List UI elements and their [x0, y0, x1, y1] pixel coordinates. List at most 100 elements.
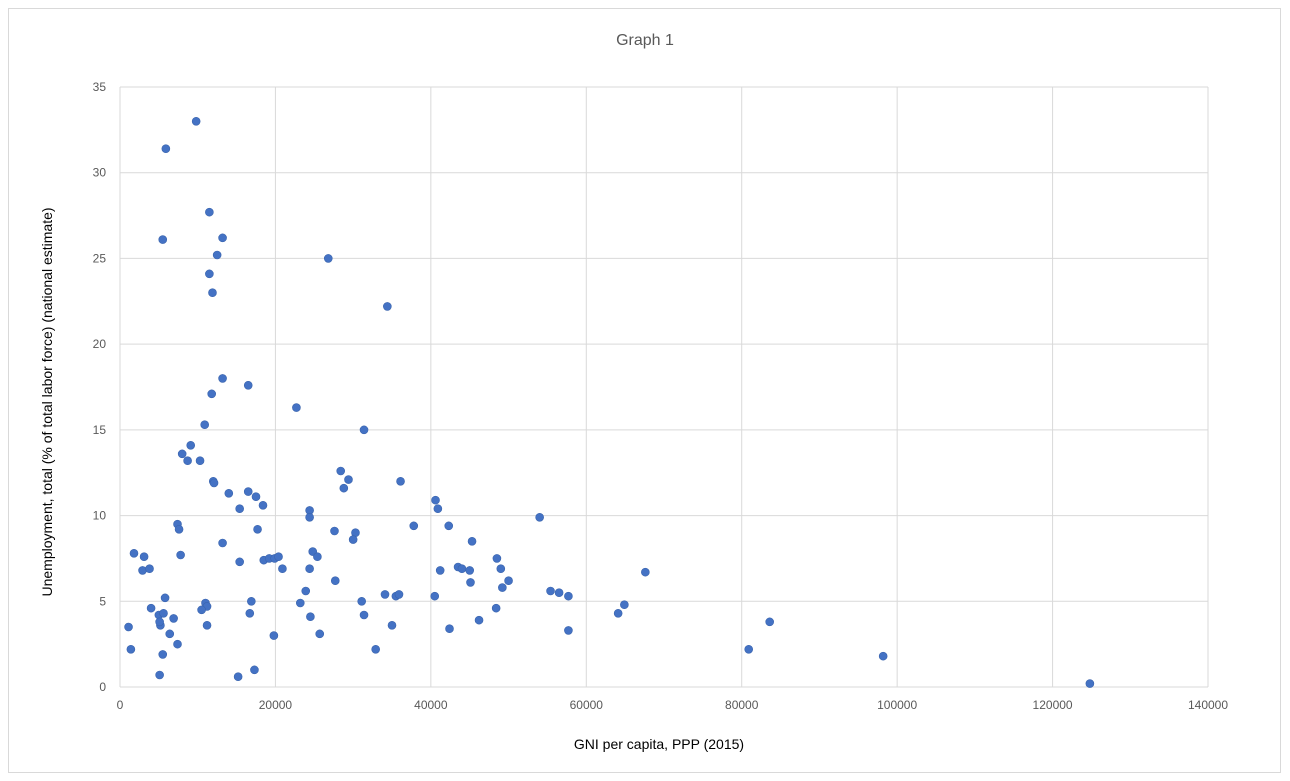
data-point: [492, 554, 502, 563]
data-point: [744, 644, 754, 654]
data-point: [269, 631, 279, 640]
data-points: [124, 116, 1095, 688]
data-point: [396, 476, 405, 486]
x-tick-label: 80000: [725, 698, 759, 712]
data-point: [161, 144, 171, 154]
y-tick-label: 30: [93, 166, 107, 180]
data-point: [394, 590, 404, 599]
data-point: [306, 612, 315, 622]
data-point: [613, 608, 623, 618]
chart-title: Graph 1: [616, 32, 674, 49]
data-point: [173, 639, 182, 649]
x-tick-label: 120000: [1033, 698, 1073, 712]
data-point: [466, 578, 475, 587]
data-point: [295, 598, 305, 608]
x-tick-label: 100000: [877, 698, 917, 712]
data-point: [208, 288, 217, 298]
data-point: [554, 588, 564, 598]
data-point: [218, 538, 227, 548]
data-point: [546, 586, 555, 596]
data-point: [409, 521, 419, 531]
data-point: [160, 593, 170, 603]
data-point: [243, 487, 253, 496]
data-point: [564, 626, 573, 635]
data-point: [315, 629, 325, 639]
data-point: [435, 566, 445, 575]
x-axis-tick-labels: 0 20000 40000 60000 80000 100000 120000 140000: [117, 698, 1229, 712]
data-point: [205, 207, 214, 217]
data-point: [465, 566, 475, 575]
data-point: [344, 475, 353, 484]
data-point: [496, 564, 506, 574]
data-point: [195, 456, 205, 466]
data-point: [146, 603, 156, 613]
y-tick-label: 10: [93, 509, 107, 523]
x-tick-label: 40000: [414, 698, 448, 712]
data-point: [380, 590, 390, 599]
data-point: [233, 672, 243, 682]
data-point: [383, 302, 392, 311]
data-point: [139, 552, 149, 562]
data-point: [218, 374, 227, 383]
data-point: [620, 600, 629, 610]
y-tick-label: 25: [93, 251, 107, 265]
data-point: [433, 504, 443, 514]
data-point: [301, 586, 311, 596]
chart-frame: [8, 8, 1281, 773]
data-point: [243, 380, 253, 390]
y-tick-label: 0: [99, 680, 106, 694]
data-point: [186, 440, 196, 450]
data-point: [209, 478, 219, 488]
data-point: [165, 629, 175, 639]
data-point: [159, 608, 168, 618]
data-point: [258, 500, 268, 510]
data-point: [174, 524, 184, 534]
data-point: [305, 512, 314, 522]
x-axis-title: GNI per capita, PPP (2015): [574, 736, 744, 752]
y-tick-label: 5: [99, 594, 106, 608]
data-point: [467, 536, 477, 546]
data-point: [371, 644, 380, 654]
data-point: [155, 617, 164, 627]
data-point: [431, 495, 440, 505]
data-point: [197, 605, 206, 615]
y-tick-label: 20: [93, 337, 107, 351]
data-point: [205, 269, 214, 279]
data-point: [145, 564, 154, 574]
data-point: [387, 620, 397, 630]
data-point: [323, 254, 333, 263]
data-point: [498, 583, 507, 592]
data-point: [177, 449, 187, 459]
x-tick-label: 140000: [1188, 698, 1228, 712]
data-point: [158, 650, 168, 659]
data-point: [491, 603, 501, 613]
data-point: [444, 521, 454, 531]
gridlines: [119, 86, 1209, 688]
data-point: [169, 614, 178, 623]
data-point: [251, 492, 261, 502]
data-point: [138, 566, 147, 575]
data-point: [357, 596, 366, 606]
data-point: [359, 425, 369, 435]
y-axis-tick-labels: 0 5 10 15 20 25 30 35: [93, 80, 107, 694]
data-point: [245, 608, 255, 618]
data-point: [359, 610, 369, 620]
data-point: [336, 466, 346, 476]
data-point: [430, 591, 440, 601]
data-point: [224, 488, 234, 498]
data-point: [124, 622, 133, 632]
y-tick-label: 35: [93, 80, 107, 94]
data-point: [235, 557, 244, 567]
data-point: [126, 644, 136, 654]
data-point: [330, 526, 339, 536]
x-tick-label: 20000: [259, 698, 293, 712]
data-point: [765, 617, 774, 627]
data-point: [292, 403, 301, 412]
data-point: [445, 624, 454, 634]
data-point: [339, 483, 349, 493]
data-point: [183, 456, 192, 466]
x-tick-label: 60000: [570, 698, 604, 712]
data-point: [191, 116, 201, 126]
data-point: [212, 250, 222, 260]
